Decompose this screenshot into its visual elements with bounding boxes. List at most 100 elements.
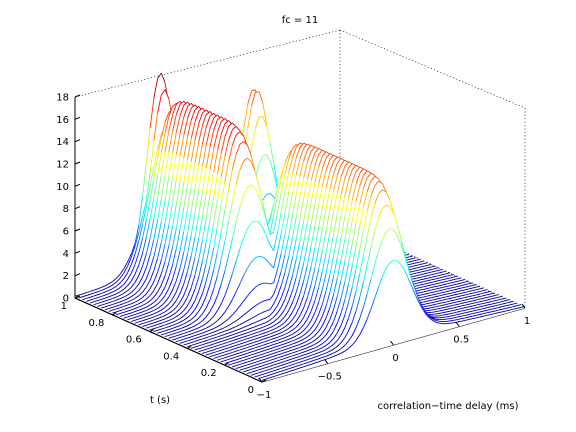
mesh-segment [460,319,466,322]
mesh-segment [310,347,315,350]
mesh-segment [303,318,308,326]
mesh-segment [164,263,170,277]
mesh-segment [303,244,308,264]
mesh-segment [127,272,132,280]
mesh-segment [209,346,214,349]
mesh-segment [479,287,485,290]
mesh-segment [340,300,346,314]
mesh-segment [269,193,275,198]
z-tick-label: 18 [56,93,69,104]
mesh-segment [314,341,319,345]
mesh-segment [427,271,432,274]
mesh-segment [145,172,151,201]
mesh-segment [333,346,338,350]
mesh-segment [461,304,466,307]
mesh-segment [306,355,312,358]
mesh-segment [453,311,458,314]
mesh-segment [487,293,492,296]
mesh-segment [160,311,166,315]
mesh-segment [280,191,286,213]
mesh-segment [420,268,425,271]
mesh-segment [149,296,155,302]
mesh-segment [419,281,425,283]
mesh-segment [216,303,222,312]
mesh-segment [336,215,342,236]
mesh-segment [280,349,285,352]
mesh-segment [172,179,177,204]
mesh-segment [291,360,297,363]
mesh-segment [416,271,421,274]
mesh-segment [303,340,308,344]
mesh-segment [258,91,264,104]
mesh-segment [220,360,225,363]
mesh-segment [314,302,319,314]
mesh-segment [164,201,170,224]
mesh-segment [423,287,428,290]
mesh-segment [434,318,439,321]
mesh-segment [291,195,297,216]
mesh-segment [262,325,267,328]
mesh-segment [299,220,305,242]
mesh-segment [198,125,203,142]
mesh-segment [235,352,240,355]
mesh-segment [442,301,447,304]
mesh-segment [303,344,308,347]
mesh-segment [280,287,286,299]
mesh-segment [325,171,331,188]
box-edge-front-bottom [74,297,263,383]
mesh-segment [116,301,121,304]
mesh-segment [299,324,304,330]
mesh-segment [411,280,417,293]
mesh-segment [329,294,334,308]
mesh-segment [431,288,436,291]
mesh-segment [449,299,454,302]
mesh-segment [280,163,286,179]
mesh-segment [198,332,203,335]
mesh-segment [123,301,128,304]
mesh-segment [213,226,218,248]
mesh-segment [280,326,286,330]
mesh-segment [119,311,124,315]
mesh-segment [291,363,296,366]
mesh-segment [183,321,188,325]
mesh-segment [258,312,263,315]
mesh-segment [438,294,443,297]
mesh-segment [325,189,331,209]
mesh-segment [280,352,285,355]
mesh-segment [138,237,144,253]
mesh-segment [216,316,222,322]
mesh-segment [153,283,158,291]
mesh-segment [157,316,162,320]
mesh-segment [202,348,207,352]
mesh-segment [340,315,346,326]
mesh-segment [457,315,462,318]
mesh-segment [123,316,128,319]
mesh-segment [446,303,451,305]
mesh-segment [314,349,319,352]
mesh-segment [288,325,293,329]
mesh-segment [258,362,263,365]
mesh-segment [453,298,458,301]
mesh-segment [209,355,214,358]
mesh-segment [123,294,128,298]
mesh-segment [179,182,185,207]
mesh-segment [431,293,436,296]
mesh-segment [250,344,255,347]
mesh-segment [265,339,270,342]
mesh-segment [370,185,376,197]
mesh-segment [243,320,248,324]
mesh-segment [446,290,451,293]
mesh-segment [442,296,447,299]
mesh-segment [306,151,312,163]
mesh-segment [306,320,312,327]
mesh-segment [318,304,323,315]
mesh-segment [228,122,233,127]
mesh-segment [179,335,184,339]
mesh-segment [250,184,256,189]
mesh-segment [213,326,218,330]
mesh-segment [179,338,184,341]
mesh-segment [284,236,290,255]
mesh-segment [149,310,154,313]
mesh-segment [160,324,165,327]
mesh-segment [265,374,270,377]
